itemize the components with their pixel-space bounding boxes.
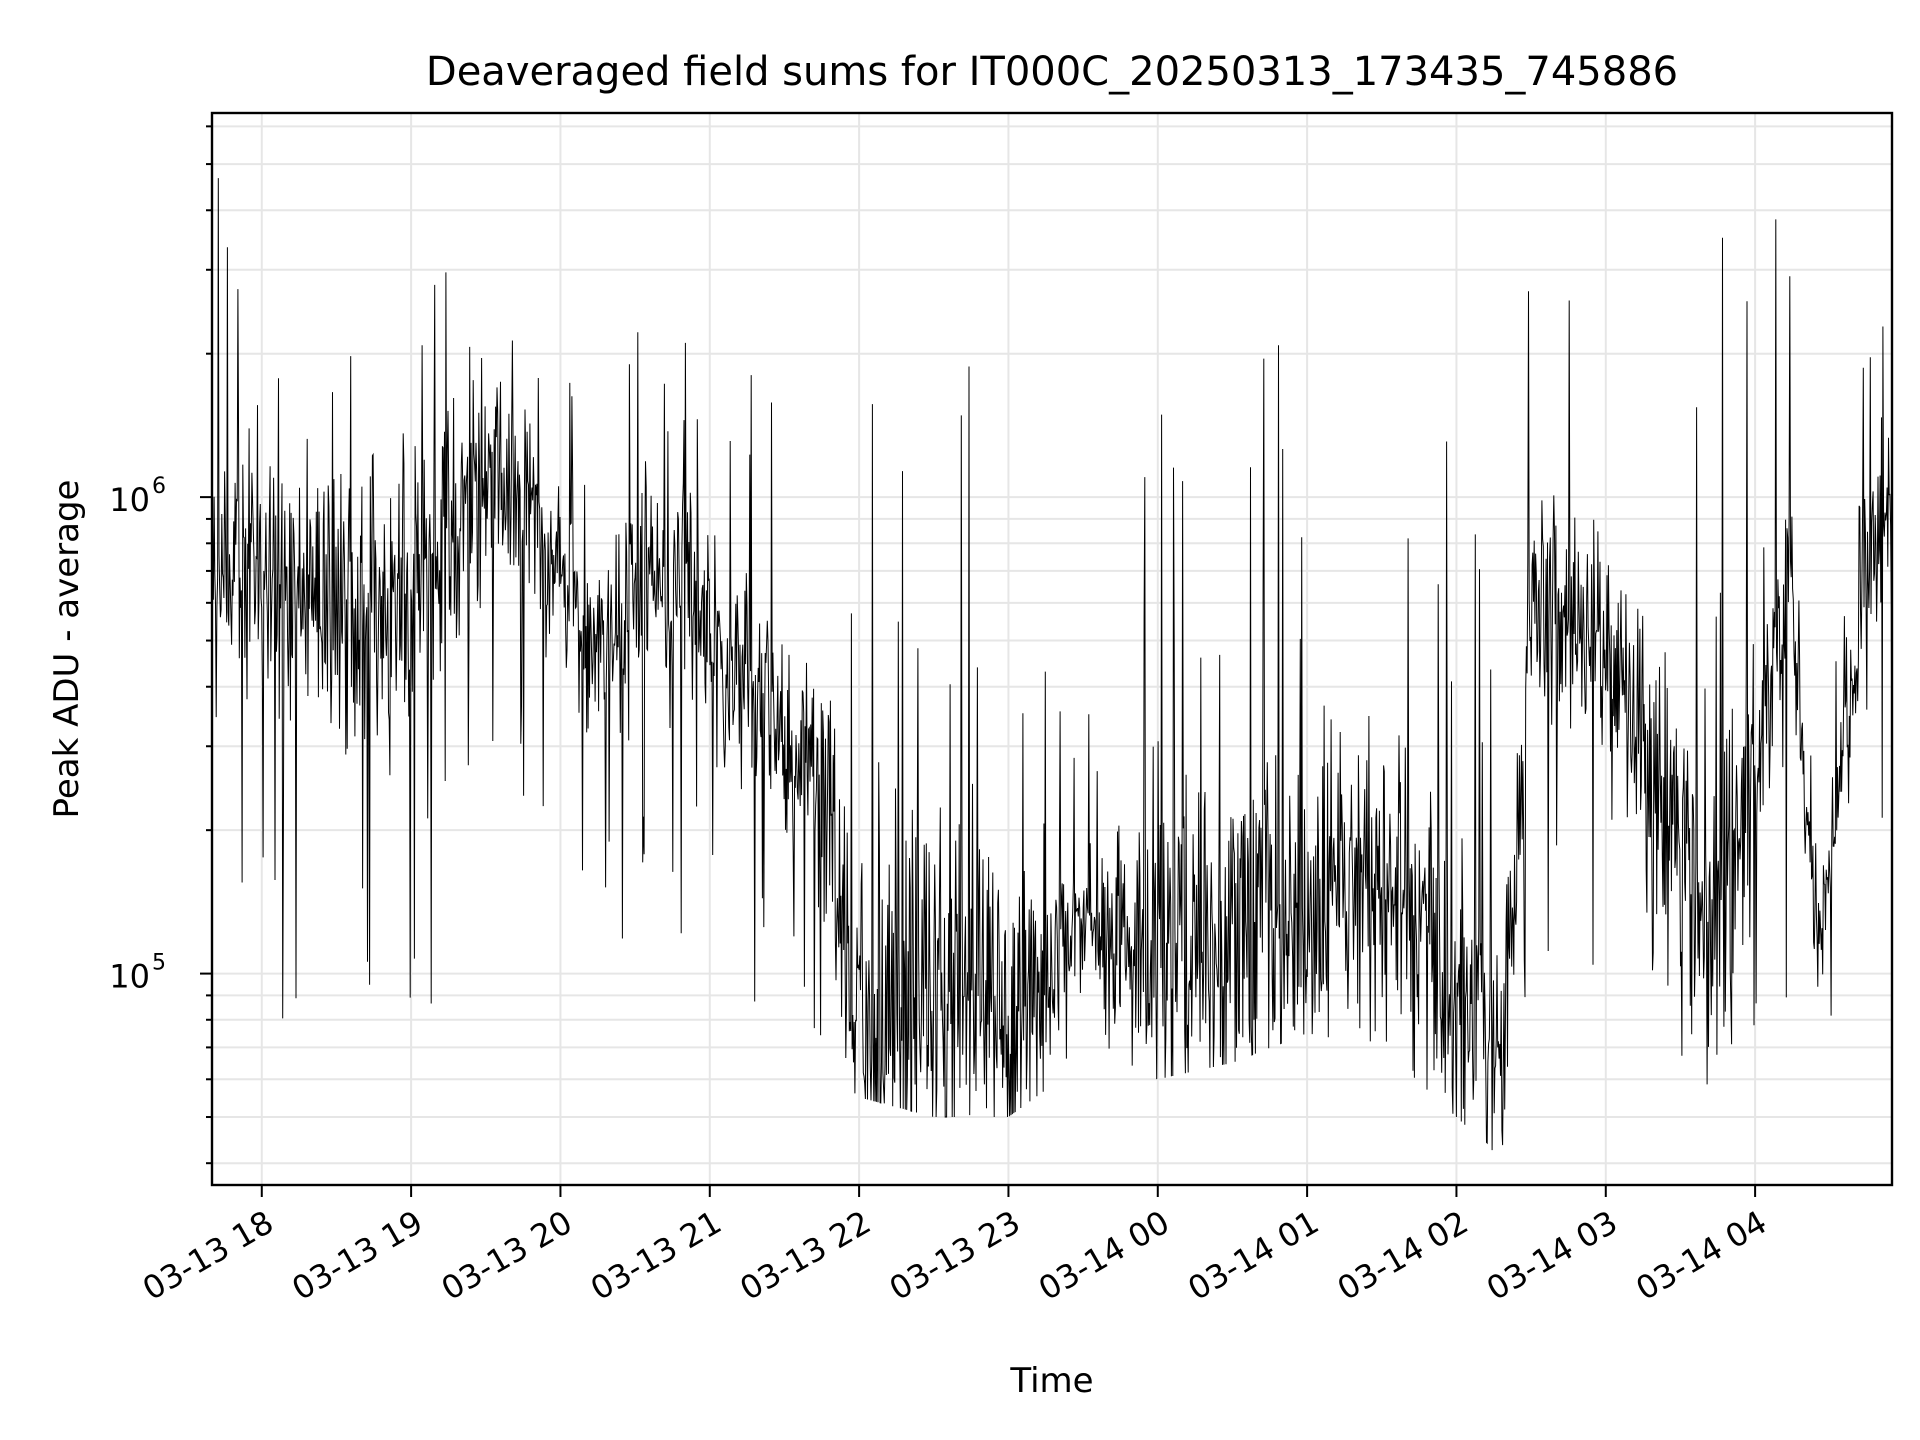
y-axis-label: Peak ADU - average	[47, 480, 87, 819]
y-tick-exponent: 6	[152, 474, 166, 499]
series-layer	[211, 178, 1893, 1151]
series-line	[211, 178, 1893, 1151]
plot-frame	[210, 111, 1894, 1187]
chart-title: Deaveraged field sums for IT000C_2025031…	[426, 49, 1678, 95]
y-tick-label: 10	[109, 481, 150, 519]
y-tick-exponent: 5	[152, 951, 166, 976]
x-axis-label: Time	[1009, 1361, 1093, 1401]
y-tick-label: 10	[109, 958, 150, 996]
